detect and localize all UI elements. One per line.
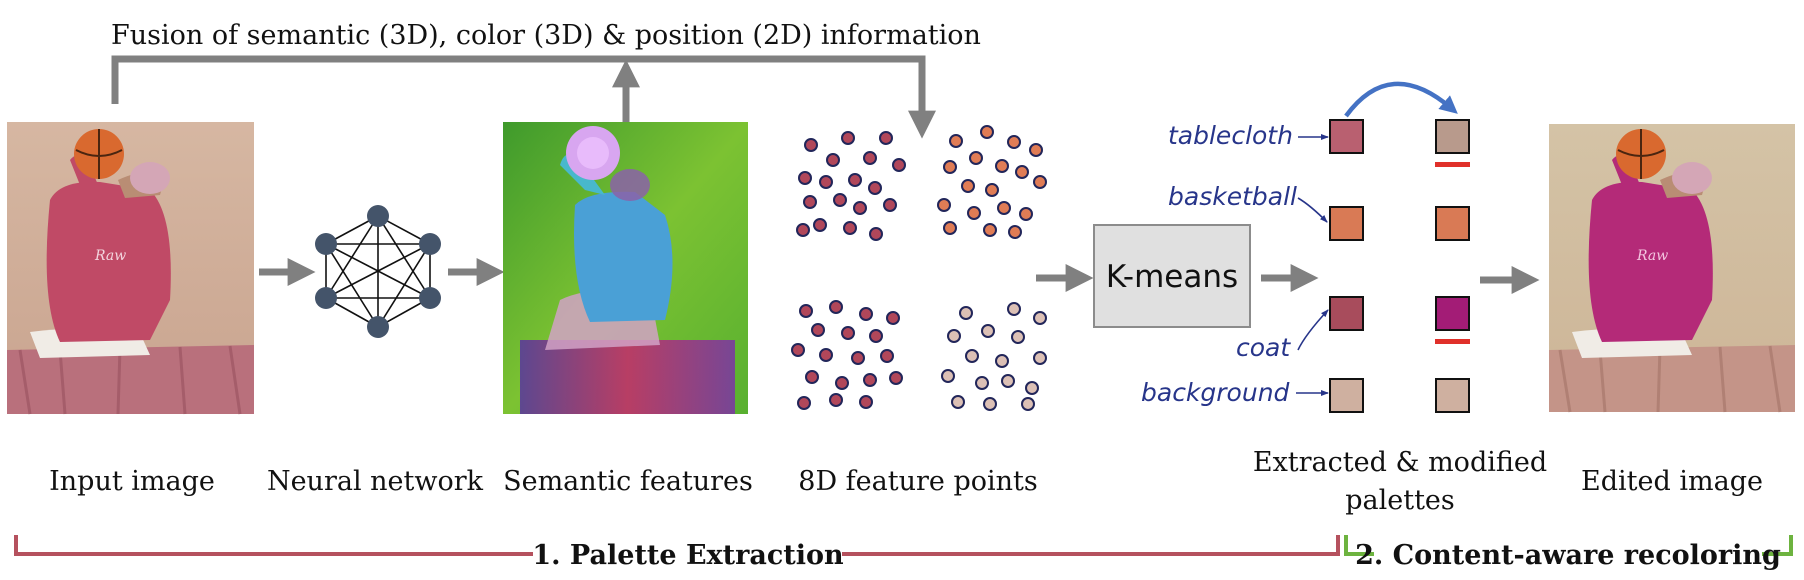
extracted-swatch-tablecloth: [1329, 119, 1364, 154]
svg-text:Raw: Raw: [1636, 248, 1668, 264]
captions: Input image Neural network Semantic feat…: [49, 447, 1763, 516]
feature-point-clusters: [791, 125, 1047, 411]
fusion-connector: [111, 55, 936, 139]
svg-text:Raw: Raw: [94, 248, 126, 264]
cluster-tablecloth: [796, 131, 906, 241]
extracted-swatch-coat: [1329, 296, 1364, 331]
stage-recoloring-label: 2. Content-aware recoloring: [1355, 540, 1781, 571]
palette-labels: tablecloth basketball coat background: [1141, 121, 1297, 407]
caption-feature-points: 8D feature points: [798, 466, 1037, 497]
caption-neural-network: Neural network: [267, 466, 484, 497]
modified-swatch-coat: [1435, 296, 1470, 331]
palette-label-basketball: basketball: [1168, 182, 1297, 211]
stage-extraction-bracket: [14, 535, 1340, 556]
caption-palettes-line2: palettes: [1345, 485, 1455, 516]
fusion-label: Fusion of semantic (3D), color (3D) & po…: [111, 20, 981, 51]
palette-label-background: background: [1141, 378, 1290, 407]
palette-label-tablecloth: tablecloth: [1168, 121, 1293, 150]
kmeans-box: K-means: [1093, 224, 1251, 328]
modified-swatch-basketball: [1435, 206, 1470, 241]
modified-mark-coat: [1435, 339, 1470, 344]
extracted-swatch-basketball: [1329, 206, 1364, 241]
palette-label-pointers: [1296, 134, 1329, 396]
edited-image: Raw: [1549, 124, 1795, 413]
modified-mark-tablecloth: [1435, 162, 1470, 167]
caption-palettes-line1: Extracted & modified: [1253, 447, 1547, 478]
palette-label-coat: coat: [1236, 333, 1291, 362]
kmeans-label: K-means: [1106, 259, 1238, 295]
caption-semantic-features: Semantic features: [503, 466, 753, 497]
modified-swatch-tablecloth: [1435, 119, 1470, 154]
palette-swatches: [1329, 119, 1470, 413]
extracted-swatch-background: [1329, 378, 1364, 413]
modified-swatch-background: [1435, 378, 1470, 413]
input-image: Raw: [7, 122, 254, 415]
cluster-basketball: [937, 125, 1047, 239]
stage-extraction-label: 1. Palette Extraction: [532, 540, 844, 571]
semantic-features-image: [503, 122, 748, 414]
caption-edited-image: Edited image: [1581, 466, 1763, 497]
cluster-coat: [791, 300, 903, 410]
recolor-swap-arrow: [1344, 81, 1458, 118]
cluster-background: [941, 302, 1047, 411]
caption-input-image: Input image: [49, 466, 215, 497]
stage-recoloring-bracket: [1344, 535, 1793, 556]
neural-network-icon: [315, 205, 441, 338]
